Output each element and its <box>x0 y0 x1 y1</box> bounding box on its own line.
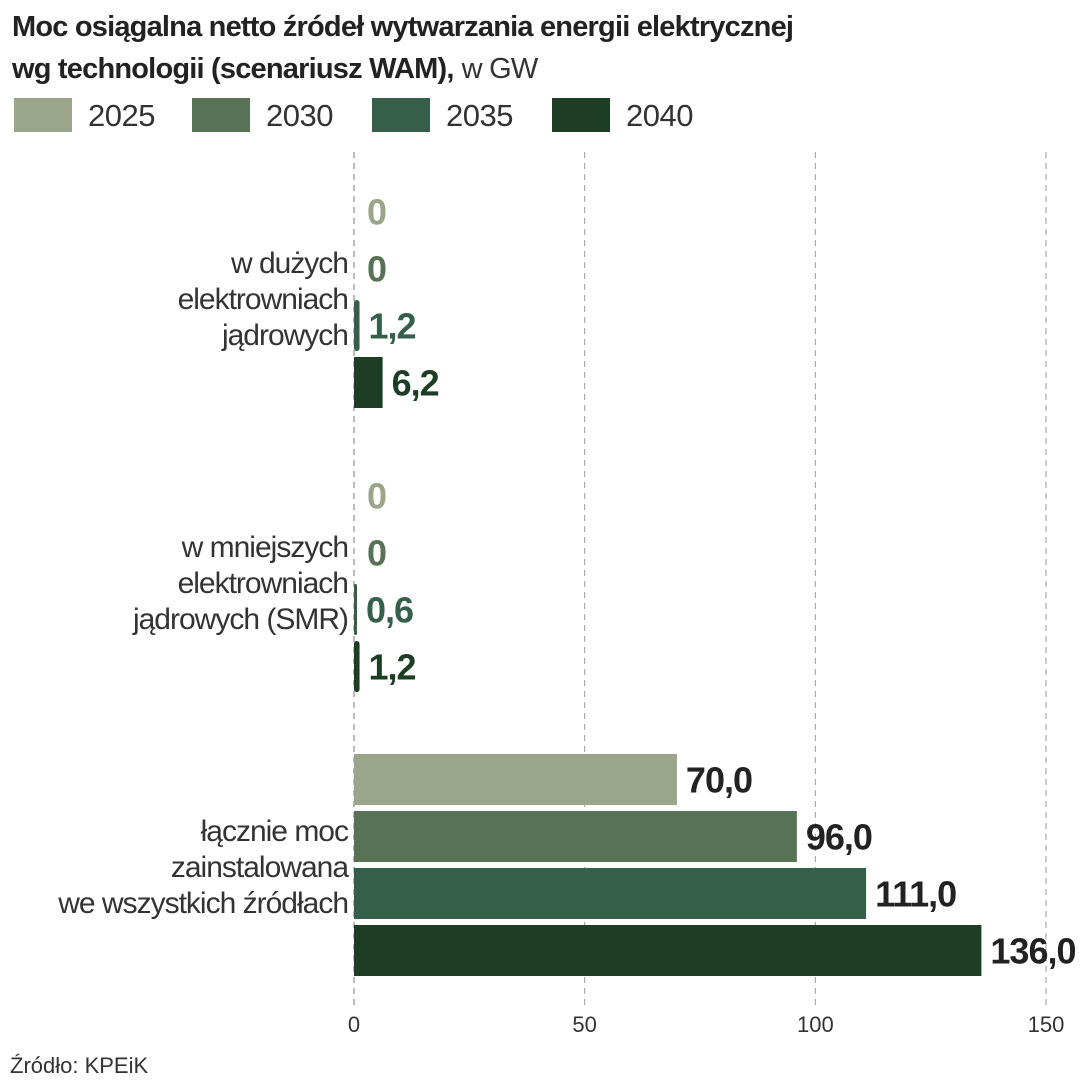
value-label: 0 <box>367 249 386 290</box>
legend-swatch-2040 <box>552 98 610 132</box>
legend-swatch-2035 <box>372 98 430 132</box>
value-label: 70,0 <box>686 760 752 801</box>
value-label: 1,2 <box>369 306 416 347</box>
x-tick-label: 50 <box>572 1012 596 1037</box>
bar-2035 <box>354 868 867 919</box>
value-label: 6,2 <box>392 363 439 404</box>
chart-title-unit: w GW <box>461 53 539 85</box>
value-label: 111,0 <box>875 874 956 915</box>
legend-swatch-2030 <box>192 98 250 132</box>
chart-title-bold: wg technologii (scenariusz WAM), <box>11 53 454 85</box>
category-label: w mniejszych <box>181 531 348 564</box>
bar-2035 <box>354 300 360 351</box>
category-label: jądrowych (SMR) <box>132 603 348 636</box>
value-label: 136,0 <box>990 931 1075 972</box>
legend-label-2035: 2035 <box>446 98 513 133</box>
bar-2025 <box>354 754 677 805</box>
value-label: 0 <box>367 533 386 574</box>
category-label: jądrowych <box>221 319 348 352</box>
legend: 2025 2030 2035 2040 <box>14 98 694 133</box>
category-label: elektrowniach <box>178 283 348 316</box>
x-tick-label: 0 <box>348 1012 360 1037</box>
bar-2040 <box>354 925 982 976</box>
x-axis-ticks: 0 50 100 150 <box>348 1012 1064 1037</box>
category-label: zainstalowana <box>171 851 349 884</box>
category-label: elektrowniach <box>178 567 348 600</box>
legend-label-2030: 2030 <box>266 98 333 133</box>
value-label: 96,0 <box>806 817 872 858</box>
legend-swatch-2025 <box>14 98 72 132</box>
category-label: łącznie moc <box>201 815 349 848</box>
category-label: we wszystkich źródłach <box>57 887 348 920</box>
bar-2040 <box>354 357 383 408</box>
category-label: w dużych <box>230 247 348 280</box>
source-note: Źródło: KPEiK <box>10 1053 148 1078</box>
chart-title-line2: wg technologii (scenariusz WAM), w GW <box>11 53 539 85</box>
legend-label-2025: 2025 <box>88 98 155 133</box>
value-label: 0,6 <box>366 590 413 631</box>
value-label: 1,2 <box>369 647 416 688</box>
x-tick-label: 100 <box>797 1012 834 1037</box>
chart-title-line1: Moc osiągalna netto źródeł wytwarzania e… <box>12 11 793 43</box>
bar-2035 <box>354 584 357 635</box>
value-label: 0 <box>367 476 386 517</box>
legend-label-2040: 2040 <box>626 98 693 133</box>
x-tick-label: 150 <box>1028 1012 1065 1037</box>
value-label: 0 <box>367 192 386 233</box>
bar-2040 <box>354 641 360 692</box>
bar-2030 <box>354 811 797 862</box>
